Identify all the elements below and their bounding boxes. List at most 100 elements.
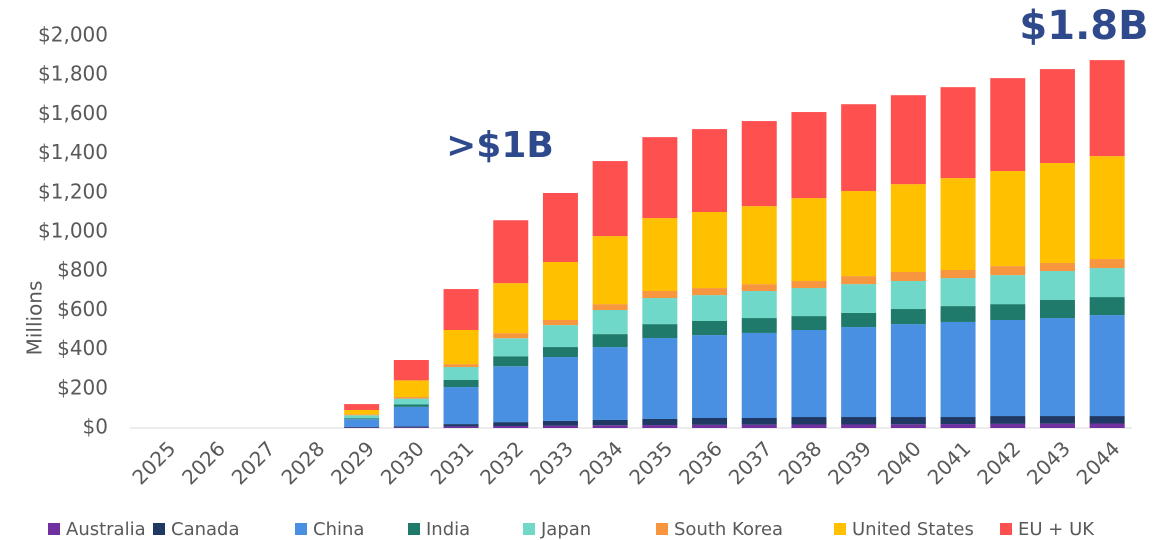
bar-segment — [692, 335, 728, 419]
x-tick-label: 2044 — [1072, 436, 1125, 489]
bar-segment — [642, 338, 678, 419]
bar-segment — [692, 212, 728, 289]
bar-segment — [741, 284, 777, 291]
bar-segment — [443, 426, 479, 428]
bar-segment — [542, 261, 578, 321]
x-tick-label: 2036 — [674, 436, 727, 489]
bar-segment — [1039, 300, 1075, 319]
bar-segment — [1089, 268, 1125, 298]
bar-segment — [344, 419, 380, 428]
bar-segment — [592, 347, 628, 420]
bar-segment — [493, 422, 529, 427]
bar-segment — [493, 333, 529, 339]
bar-segment — [592, 419, 628, 426]
bar-segment — [1089, 297, 1125, 316]
bar-segment — [1039, 271, 1075, 301]
bar-segment — [592, 161, 628, 237]
bar-segment — [1089, 259, 1125, 269]
bar-segment — [741, 424, 777, 428]
x-tick-label: 2030 — [376, 436, 429, 489]
bar-segment — [841, 424, 877, 428]
bar-segment — [791, 112, 827, 199]
y-tick-label: $1,000 — [38, 219, 108, 243]
bar-segment — [344, 409, 380, 415]
bar-segment — [542, 425, 578, 428]
bar-segment — [642, 218, 678, 291]
bar-segment — [542, 325, 578, 348]
bar-segment — [940, 417, 976, 425]
x-tick-label: 2043 — [1022, 436, 1075, 489]
bar-segment — [542, 192, 578, 262]
legend-swatch — [153, 523, 165, 535]
bar-segment — [791, 424, 827, 428]
legend-label: Australia — [66, 519, 146, 540]
bar-segment — [493, 356, 529, 367]
bar-segment — [393, 406, 429, 427]
bar-segment — [1089, 156, 1125, 260]
legend-swatch — [523, 523, 535, 535]
legend-label: South Korea — [674, 519, 783, 540]
bar-segment — [791, 316, 827, 330]
annotation: >$1B — [446, 125, 554, 166]
bar-segment — [890, 95, 926, 185]
bar-segment — [642, 425, 678, 428]
bar-segment — [592, 304, 628, 311]
bar-segment — [692, 288, 728, 296]
bar-segment — [692, 129, 728, 213]
bar-segment — [940, 321, 976, 418]
x-tick-label: 2037 — [724, 436, 777, 489]
bar-segment — [692, 424, 728, 428]
bar-segment — [940, 424, 976, 428]
x-tick-label: 2032 — [475, 436, 528, 489]
bar-segment — [1039, 163, 1075, 263]
bar-segment — [493, 283, 529, 334]
bar-segment — [841, 284, 877, 313]
bar-segment — [443, 330, 479, 365]
bar-segment — [344, 418, 380, 420]
bar-segment — [443, 367, 479, 380]
bar-segment — [890, 281, 926, 310]
bar-segment — [1039, 69, 1075, 164]
bar-segment — [642, 290, 678, 299]
bar-segment — [592, 236, 628, 305]
legend-label: Japan — [540, 519, 591, 540]
bar-segment — [890, 417, 926, 425]
bar-segment — [443, 289, 479, 330]
bar-segment — [890, 271, 926, 281]
bar-segment — [1089, 416, 1125, 424]
bar-segment — [841, 312, 877, 328]
legend-swatch — [1000, 523, 1012, 535]
legend-swatch — [656, 523, 668, 535]
bar-segment — [393, 397, 429, 399]
bar-segment — [642, 324, 678, 339]
x-tick-label: 2026 — [177, 436, 230, 489]
bar-segment — [344, 414, 380, 416]
bar-segment — [1089, 315, 1125, 417]
annotation: $1.8B — [1019, 3, 1148, 49]
bar-segment — [642, 137, 678, 219]
x-tick-label: 2041 — [923, 436, 976, 489]
legend-swatch — [295, 523, 307, 535]
bar-segment — [393, 398, 429, 405]
x-tick-label: 2039 — [823, 436, 876, 489]
bar-segment — [393, 380, 429, 398]
y-tick-label: $0 — [83, 415, 108, 439]
bar-segment — [692, 418, 728, 425]
bar-segment — [741, 121, 777, 207]
bar-segment — [990, 266, 1026, 276]
bar-segment — [841, 417, 877, 425]
bar-segment — [692, 295, 728, 321]
bar-segment — [890, 324, 926, 418]
bar-segment — [642, 298, 678, 325]
bar-segment — [841, 327, 877, 418]
bar-segment — [1039, 262, 1075, 272]
bar-segment — [841, 276, 877, 285]
y-tick-label: $1,200 — [38, 179, 108, 203]
x-tick-label: 2029 — [326, 436, 379, 489]
x-tick-label: 2035 — [624, 436, 677, 489]
legend-label: China — [313, 519, 364, 540]
bar-segment — [542, 320, 578, 326]
bar-segment — [393, 426, 429, 428]
bar-segment — [493, 338, 529, 357]
bar-segment — [443, 364, 479, 368]
